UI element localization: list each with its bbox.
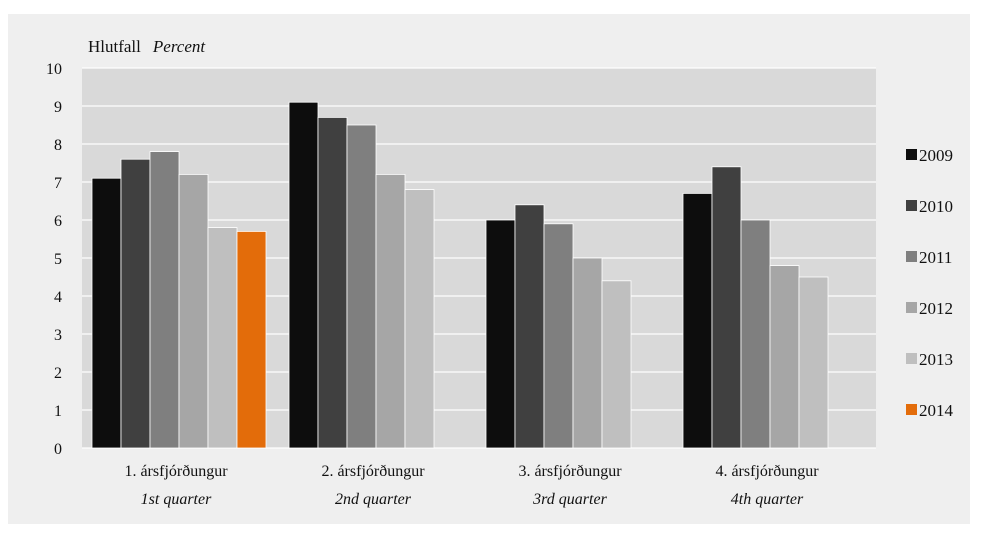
y-tick-label: 0	[54, 441, 62, 458]
legend-swatch-2010	[906, 200, 917, 211]
x-category-label: 1. ársfjórðungur	[124, 463, 228, 480]
x-category-label: 3. ársfjórðungur	[518, 463, 622, 480]
x-category-label: 2. ársfjórðungur	[321, 463, 425, 480]
y-tick-label: 9	[54, 99, 62, 116]
legend-swatch-2009	[906, 149, 917, 160]
x-category-label-en: 3rd quarter	[532, 491, 607, 508]
y-tick-label: 5	[54, 251, 62, 268]
x-axis-labels: 1. ársfjórðungur 1st quarter 2. ársfjórðun…	[124, 463, 819, 508]
bar-2010-q4	[711, 166, 742, 449]
y-axis-label: Hlutfall	[88, 37, 141, 56]
y-axis-label-en: Percent	[152, 37, 207, 56]
x-category-label-en: 1st quarter	[141, 491, 212, 508]
legend-swatch-2012	[906, 302, 917, 313]
bar-2014-q1	[236, 230, 267, 449]
y-tick-label: 6	[54, 213, 62, 230]
bar-2013-q1	[207, 227, 238, 449]
y-tick-label: 1	[54, 403, 62, 420]
bar-2009-q4	[682, 192, 713, 449]
bar-2011-q2	[346, 124, 377, 449]
y-axis-title: Hlutfall Percent	[88, 37, 206, 56]
bar-2012-q1	[178, 173, 209, 449]
bar-2011-q1	[149, 151, 180, 449]
y-tick-label: 3	[54, 327, 62, 344]
legend-label-2011: 2011	[919, 248, 952, 267]
legend-label-2014: 2014	[919, 401, 954, 420]
legend-label-2012: 2012	[919, 299, 953, 318]
bar-2012-q3	[572, 257, 603, 449]
bar-2013-q2	[404, 189, 435, 449]
bar-2010-q1	[120, 158, 151, 449]
legend: 2009 2010 2011 2012 2013 2014	[906, 146, 954, 420]
legend-label-2010: 2010	[919, 197, 953, 216]
legend-label-2009: 2009	[919, 146, 953, 165]
x-category-label: 4. ársfjórðungur	[715, 463, 819, 480]
legend-label-2013: 2013	[919, 350, 953, 369]
legend-swatch-2011	[906, 251, 917, 262]
bar-2012-q4	[769, 265, 800, 449]
legend-swatch-2014	[906, 404, 917, 415]
legend-swatch-2013	[906, 353, 917, 364]
bar-2012-q2	[375, 173, 406, 449]
y-tick-label: 10	[46, 61, 62, 78]
y-tick-label: 4	[54, 289, 62, 306]
bar-2010-q3	[514, 204, 545, 449]
bars	[91, 101, 829, 449]
bar-2009-q3	[485, 219, 516, 449]
y-tick-label: 2	[54, 365, 62, 382]
bar-2010-q2	[317, 117, 348, 449]
x-category-label-en: 4th quarter	[731, 491, 804, 508]
bar-2011-q4	[740, 219, 771, 449]
y-tick-label: 7	[54, 175, 62, 192]
y-tick-label: 8	[54, 137, 62, 154]
bar-2009-q2	[288, 101, 319, 449]
bar-2011-q3	[543, 223, 574, 449]
bar-2009-q1	[91, 177, 122, 449]
bar-2013-q4	[798, 276, 829, 449]
y-axis-ticks: 0 1 2 3 4 5 6 7 8 9 10	[46, 61, 62, 458]
x-category-label-en: 2nd quarter	[335, 491, 412, 508]
bar-2013-q3	[601, 280, 632, 449]
